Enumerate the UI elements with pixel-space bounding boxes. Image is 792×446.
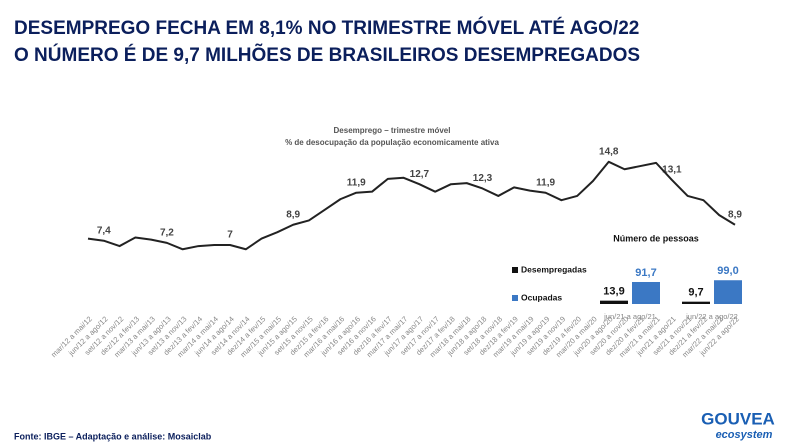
bar [714,280,742,304]
x-tick-label: jun/21 a ago/21 [603,312,656,321]
data-label: 99,0 [717,265,738,277]
title-line: O NÚMERO É DE 9,7 MILHÕES DE BRASILEIROS… [14,44,640,66]
data-label: 8,9 [728,209,742,220]
data-label: 7 [227,230,233,241]
data-label: 13,1 [662,165,682,176]
bar [632,281,660,304]
title-line: DESEMPREGO FECHA EM 8,1% NO TRIMESTRE MÓ… [14,17,639,39]
data-label: 13,9 [603,286,624,298]
data-label: 91,7 [635,267,656,279]
data-label: 8,9 [286,209,300,220]
logo-tagline: ecosystem [716,429,773,441]
data-label: 7,4 [97,225,111,236]
legend-label: Ocupadas [521,292,562,302]
data-label: 12,7 [410,169,430,180]
data-label: 12,3 [473,173,493,184]
x-tick-label: jun/22 a ago/22 [685,312,738,321]
line [87,160,736,251]
chart-title: Desemprego – trimestre móvel [334,126,451,135]
data-label: 11,9 [347,177,366,188]
data-label: 11,9 [536,177,555,188]
data-label: 14,8 [599,146,619,157]
bar [682,301,710,304]
legend-swatch [512,295,518,301]
legend-label: Desempregadas [521,264,587,274]
data-label: 9,7 [688,287,703,299]
bar [600,300,628,304]
inset-title: Número de pessoas [613,233,699,243]
source: Fonte: IBGE – Adaptação e análise: Mosai… [14,431,212,441]
data-label: 7,2 [160,228,174,239]
logo: GOUVEA [701,409,775,428]
legend-swatch [512,267,518,273]
chart-subtitle: % de desocupação da população economicam… [285,138,499,147]
